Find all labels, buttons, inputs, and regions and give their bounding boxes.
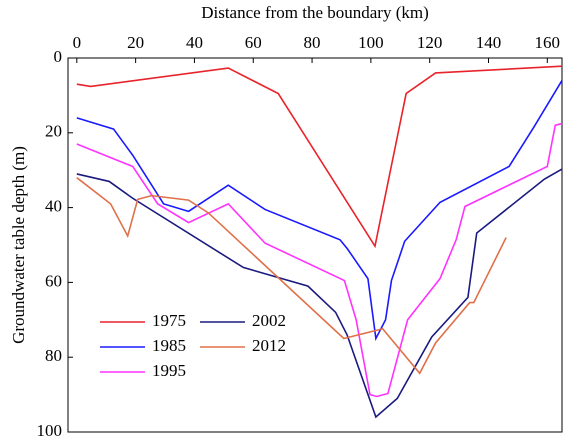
series-line [76, 65, 563, 249]
series-line [76, 168, 563, 419]
x-tick-label: 60 [245, 33, 262, 52]
x-tick-label: 40 [186, 33, 203, 52]
y-tick-label: 80 [45, 346, 62, 365]
x-tick-label: 80 [304, 33, 321, 52]
y-tick-label: 0 [54, 47, 63, 66]
series-line [76, 122, 563, 398]
y-tick-label: 20 [45, 122, 62, 141]
x-tick-label: 0 [73, 33, 82, 52]
legend-label: 1975 [152, 311, 186, 330]
legend-label: 1995 [152, 361, 186, 380]
y-tick-label: 60 [45, 271, 62, 290]
x-tick-label: 140 [476, 33, 502, 52]
x-tick-label: 160 [535, 33, 561, 52]
x-tick-label: 120 [417, 33, 443, 52]
series-line [76, 177, 507, 375]
legend-label: 2002 [252, 311, 286, 330]
x-tick-label: 100 [358, 33, 384, 52]
y-axis-title: Groundwater table depth (m) [9, 146, 28, 344]
y-tick-label: 40 [45, 197, 62, 216]
y-tick-label: 100 [37, 421, 63, 440]
legend-label: 1985 [152, 336, 186, 355]
x-tick-label: 20 [127, 33, 144, 52]
x-axis-title: Distance from the boundary (km) [201, 3, 429, 22]
legend-label: 2012 [252, 336, 286, 355]
plot-frame [67, 57, 563, 433]
